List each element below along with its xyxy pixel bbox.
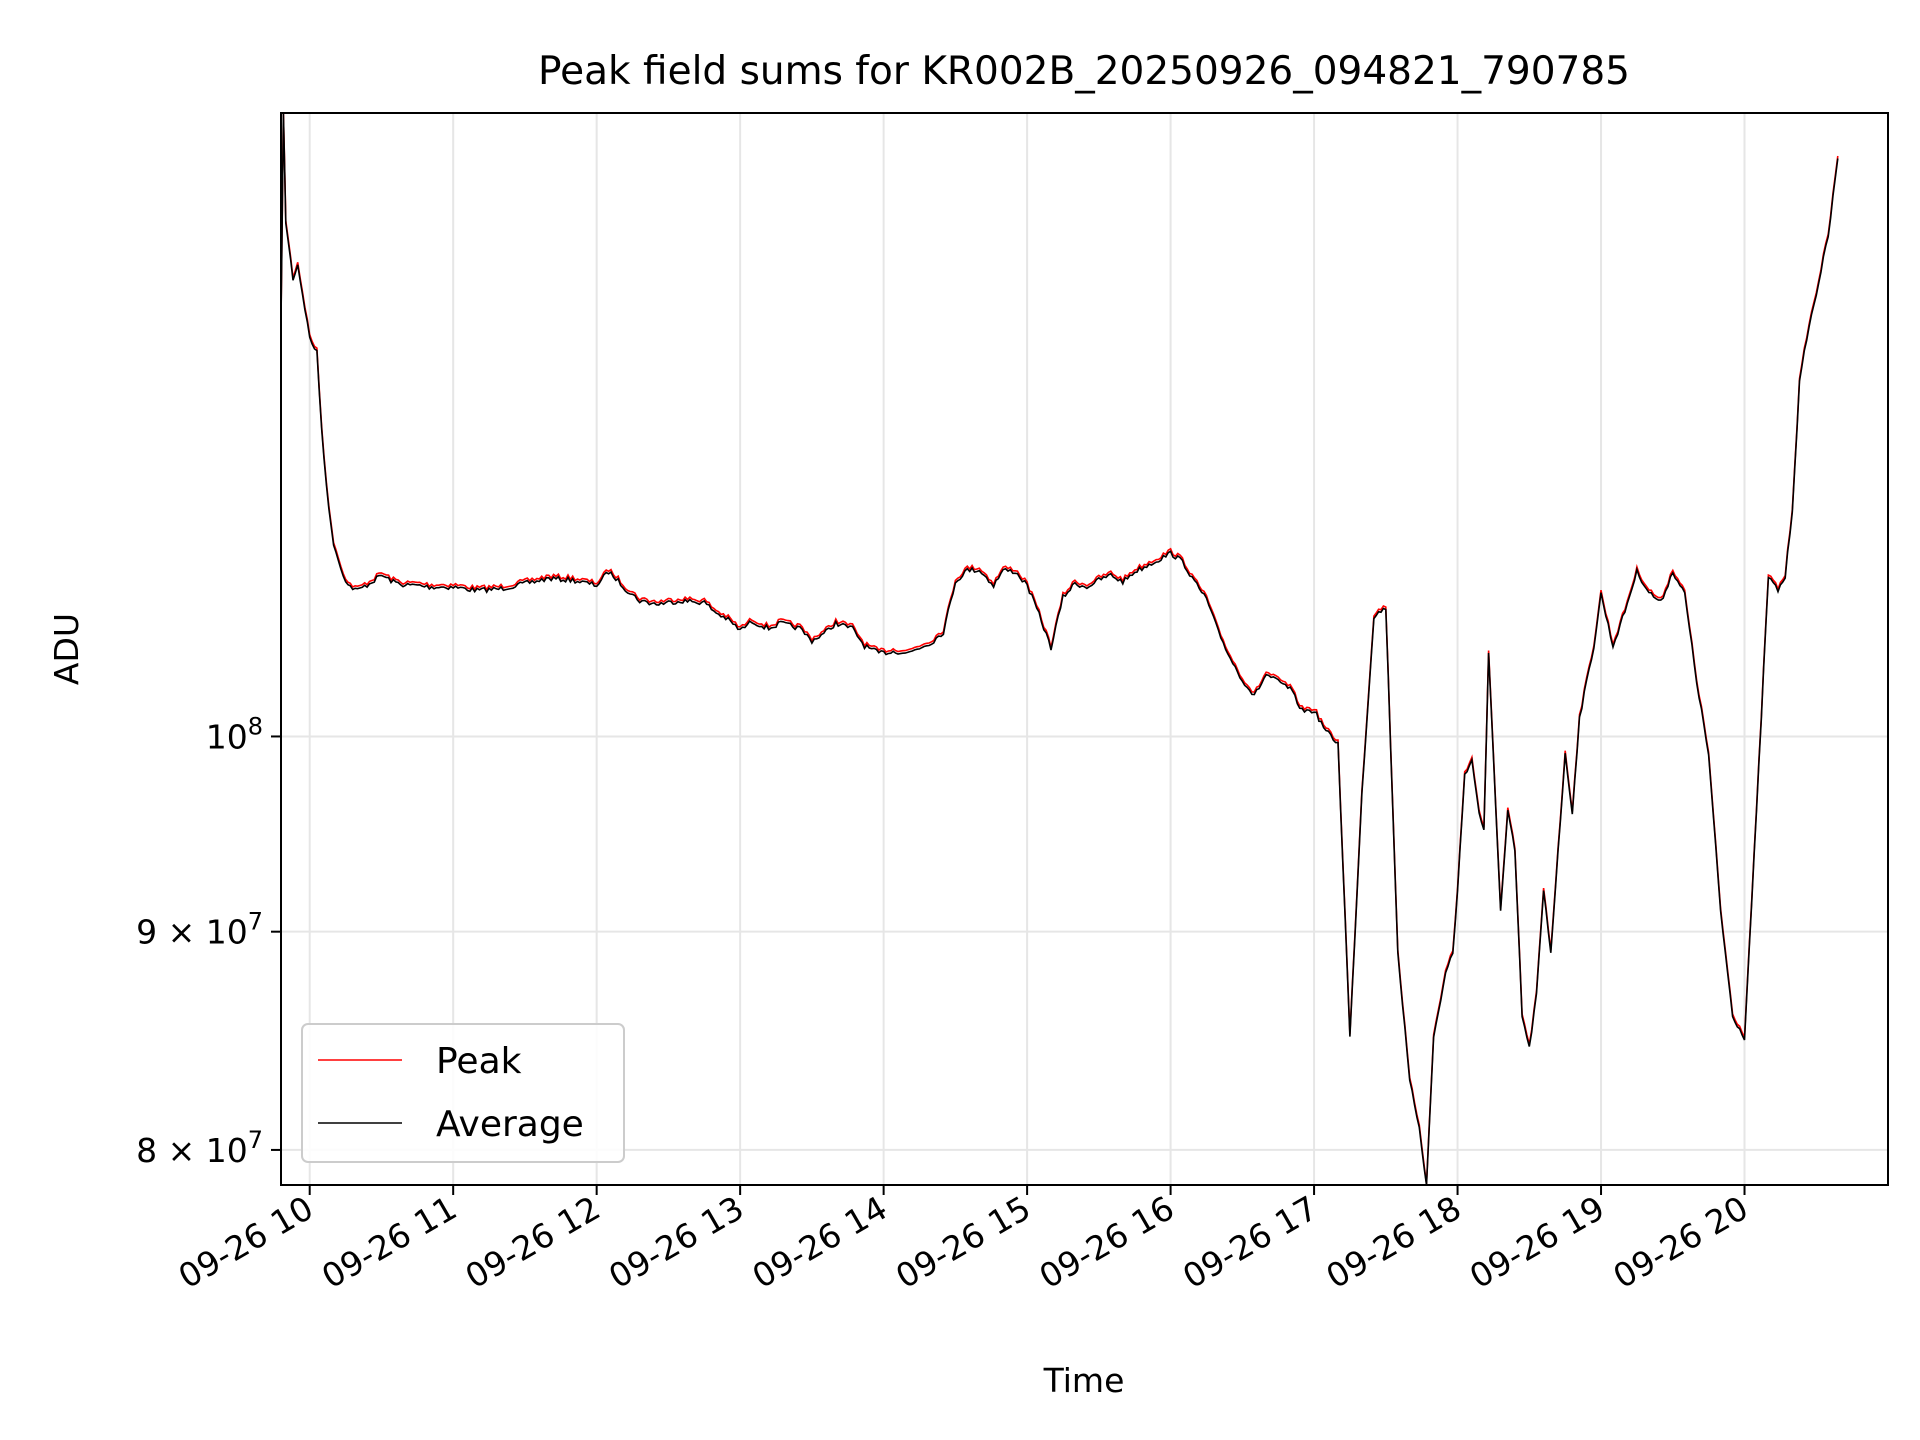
x-axis-label: Time bbox=[1043, 1361, 1125, 1400]
legend: Peak Average bbox=[301, 1023, 625, 1163]
y-axis-label: ADU bbox=[47, 613, 86, 685]
y-tick-label: 108 bbox=[206, 712, 263, 756]
series-line-average bbox=[281, 113, 1839, 1185]
legend-frame bbox=[301, 1023, 625, 1163]
legend-label-average: Average bbox=[436, 1104, 584, 1145]
legend-label-peak: Peak bbox=[436, 1041, 522, 1082]
y-tick-label: 8 × 107 bbox=[136, 1126, 263, 1170]
chart-title: Peak field sums for KR002B_20250926_0948… bbox=[538, 49, 1630, 94]
grid bbox=[281, 113, 1888, 1185]
y-tick-label: 9 × 107 bbox=[136, 908, 263, 952]
y-axis: 8 × 107 9 × 107 108 bbox=[136, 712, 281, 1170]
plot-area-frame bbox=[280, 112, 1889, 1186]
series-layer bbox=[281, 113, 1839, 1185]
